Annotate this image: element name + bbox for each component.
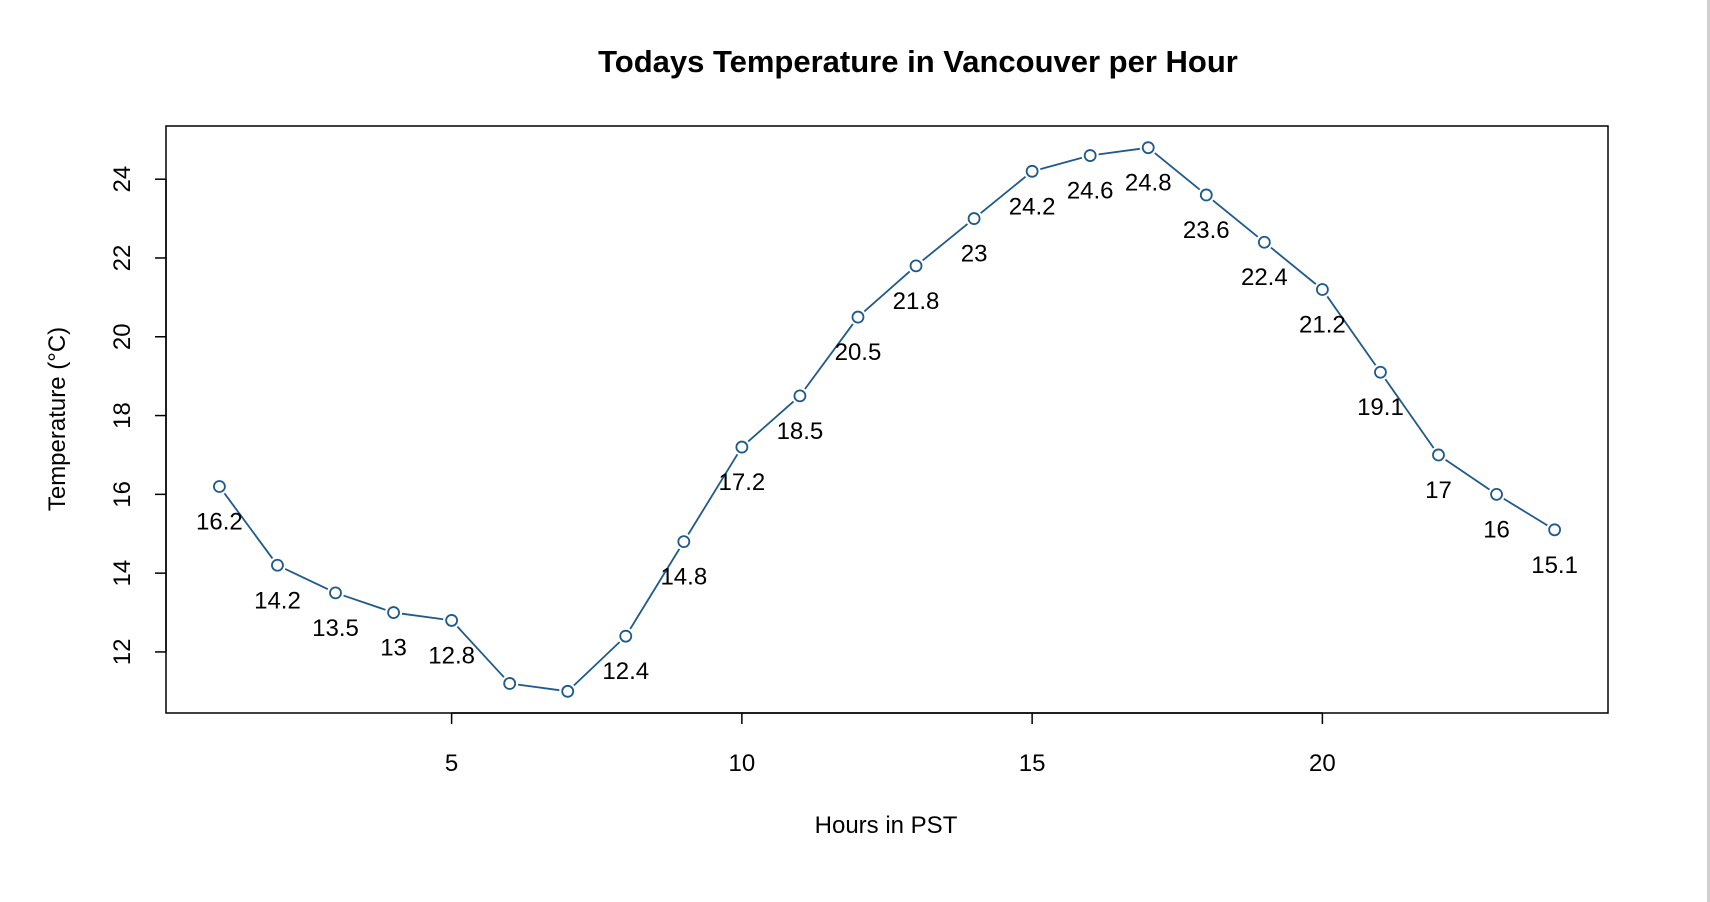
- y-tick-label: 22: [109, 245, 136, 272]
- y-tick-label: 16: [109, 481, 136, 508]
- data-point: [1432, 448, 1445, 462]
- data-point: [851, 310, 865, 324]
- data-labels-group: 16.2 14.2 13.5 13 12.8 12.4 14.8 17.2 18.5 20.5 21…: [196, 170, 1578, 686]
- data-point: [329, 586, 342, 600]
- series-line-segment: [1212, 199, 1259, 238]
- series-line-segment: [863, 270, 911, 313]
- data-point: [619, 629, 633, 643]
- series-line-segment: [573, 641, 621, 687]
- data-label: 15.1: [1531, 552, 1578, 579]
- data-point: [735, 440, 749, 454]
- series-line-segment: [343, 594, 386, 611]
- data-label: 12.8: [428, 642, 475, 669]
- data-label: 20.5: [835, 339, 882, 366]
- chart-title: Todays Temperature in Vancouver per Hour: [598, 44, 1238, 79]
- series-line-segment: [629, 548, 681, 630]
- x-axis: 5 10 15 20: [445, 712, 1336, 777]
- data-label: 14.2: [254, 587, 301, 614]
- x-tick-label: 5: [445, 750, 458, 777]
- series-line-segment: [922, 223, 969, 262]
- data-label: 21.2: [1299, 311, 1346, 338]
- series-line-segment: [747, 400, 795, 443]
- data-label: 17.2: [719, 469, 766, 496]
- data-label: 23.6: [1183, 217, 1230, 244]
- series-line-segment: [1384, 378, 1435, 449]
- data-label: 24.2: [1009, 193, 1056, 220]
- series-line-segment: [1098, 147, 1140, 156]
- data-point: [1257, 235, 1271, 249]
- data-point: [445, 614, 459, 627]
- data-label: 22.4: [1241, 264, 1288, 291]
- data-point: [1199, 188, 1213, 202]
- series-line-segment: [517, 683, 560, 692]
- series-line-segment: [456, 626, 505, 678]
- data-label: 12.4: [602, 658, 649, 685]
- y-tick-label: 18: [109, 402, 136, 429]
- data-label: 24.8: [1125, 170, 1172, 197]
- series-line-segment: [401, 612, 444, 621]
- series-group: [213, 141, 1561, 698]
- series-line-segment: [1326, 295, 1377, 366]
- data-label: 17: [1425, 477, 1452, 504]
- data-label: 14.8: [660, 564, 707, 591]
- series-line-segment: [1270, 246, 1317, 285]
- y-tick-label: 20: [109, 323, 136, 350]
- y-tick-label: 14: [109, 560, 136, 587]
- data-point: [503, 677, 517, 690]
- data-point: [967, 212, 981, 225]
- data-point: [561, 684, 575, 698]
- window-edge: [1707, 0, 1710, 902]
- data-point: [1315, 283, 1329, 296]
- series-line-segment: [223, 492, 274, 559]
- data-point: [271, 558, 284, 572]
- data-point: [213, 480, 226, 493]
- series-line-segment: [1154, 152, 1201, 191]
- y-axis: 12 14 16 18 20 22 24: [109, 166, 167, 666]
- data-label: 16.2: [196, 508, 243, 535]
- data-point: [909, 259, 923, 273]
- data-point: [1025, 164, 1039, 178]
- data-label: 13: [380, 635, 407, 662]
- data-point: [793, 389, 807, 403]
- data-point: [387, 606, 400, 619]
- data-point: [1374, 365, 1387, 379]
- data-label: 18.5: [777, 418, 824, 445]
- y-tick-label: 12: [109, 639, 136, 666]
- series-line-segment: [804, 323, 854, 390]
- series-line-segment: [1445, 458, 1491, 491]
- x-axis-label: Hours in PST: [815, 812, 958, 839]
- x-tick-label: 15: [1019, 750, 1046, 777]
- data-label: 21.8: [893, 288, 940, 315]
- data-point: [1083, 149, 1097, 162]
- x-tick-label: 20: [1309, 750, 1336, 777]
- x-tick-label: 10: [729, 750, 756, 777]
- y-tick-label: 24: [109, 166, 136, 193]
- data-label: 24.6: [1067, 178, 1114, 205]
- series-line-segment: [687, 453, 739, 535]
- data-point: [1548, 523, 1561, 537]
- series-line-segment: [1040, 156, 1083, 170]
- data-label: 13.5: [312, 615, 359, 642]
- data-label: 16: [1483, 516, 1510, 543]
- series-line-segment: [1503, 498, 1548, 527]
- data-label: 19.1: [1357, 394, 1404, 421]
- data-point: [1490, 487, 1503, 501]
- data-point: [677, 535, 691, 549]
- series-line-segment: [980, 175, 1027, 214]
- series-line-segment: [284, 568, 329, 591]
- data-label: 23: [961, 241, 988, 268]
- y-axis-label: Temperature (°C): [44, 327, 71, 511]
- data-point: [1141, 141, 1155, 155]
